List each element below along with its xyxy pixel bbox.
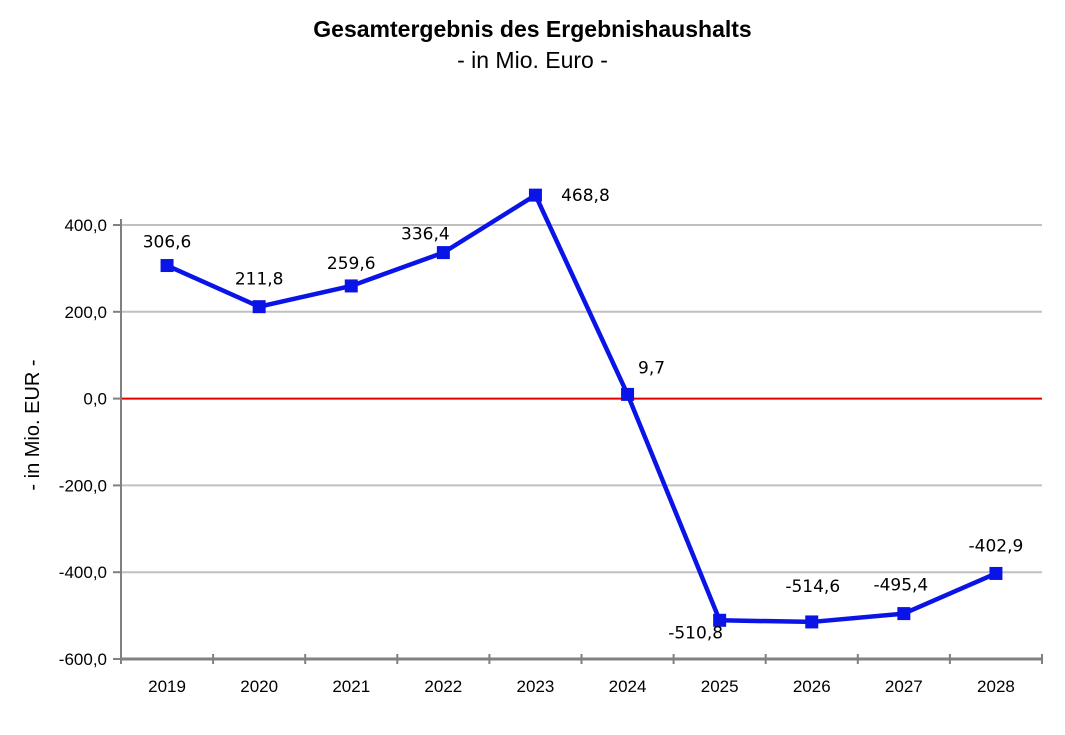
y-tick-label: -400,0 (59, 563, 107, 582)
data-labels: 306,6 211,8 259,6 336,4 468,8 9,7 -510,8 -514,6… (143, 186, 1024, 643)
data-point-marker (252, 300, 266, 314)
data-label: -514,6 (785, 577, 840, 597)
data-label: 259,6 (327, 254, 376, 274)
x-tick-label: 2020 (240, 677, 278, 696)
data-label: -402,9 (969, 536, 1024, 556)
data-label: 468,8 (561, 186, 610, 206)
data-label: 211,8 (235, 270, 284, 290)
axes: 400,0 200,0 0,0 -200,0 -400,0 -600,0 2019 2020 2… (59, 216, 1043, 696)
data-point-marker (344, 279, 358, 293)
data-label: 306,6 (143, 233, 192, 253)
x-tick-label: 2021 (332, 677, 370, 696)
data-point-marker (897, 607, 911, 621)
x-tick-label: 2026 (793, 677, 831, 696)
x-tick-label: 2024 (609, 677, 647, 696)
series-line (166, 192, 997, 625)
series-layer (160, 188, 1003, 629)
data-label: -495,4 (873, 576, 928, 596)
x-tick-label: 2025 (701, 677, 739, 696)
data-point-marker (989, 566, 1003, 580)
y-tick-label: -600,0 (59, 650, 107, 669)
y-tick-label: 400,0 (64, 216, 107, 235)
grid-lines (121, 224, 1042, 574)
y-tick-label: 200,0 (64, 303, 107, 322)
x-tick-label: 2027 (885, 677, 923, 696)
data-point-marker (621, 387, 635, 401)
x-tick-label: 2023 (517, 677, 555, 696)
data-point-marker (436, 246, 450, 260)
data-point-marker (528, 188, 542, 202)
x-tick-label: 2022 (424, 677, 462, 696)
data-label: 336,4 (401, 225, 450, 245)
data-point-marker (713, 613, 727, 627)
chart-subtitle: - in Mio. Euro - (457, 47, 608, 73)
x-tick-label: 2028 (977, 677, 1015, 696)
x-tick-label: 2019 (148, 677, 186, 696)
chart-title: Gesamtergebnis des Ergebnishaushalts (313, 16, 752, 42)
y-tick-label: 0,0 (83, 390, 107, 409)
data-label: -510,8 (668, 623, 723, 643)
y-axis-title: - in Mio. EUR - (22, 359, 44, 490)
y-tick-label: -200,0 (59, 476, 107, 495)
data-point-marker (160, 259, 174, 273)
data-label: 9,7 (638, 358, 665, 378)
data-point-marker (805, 615, 819, 629)
